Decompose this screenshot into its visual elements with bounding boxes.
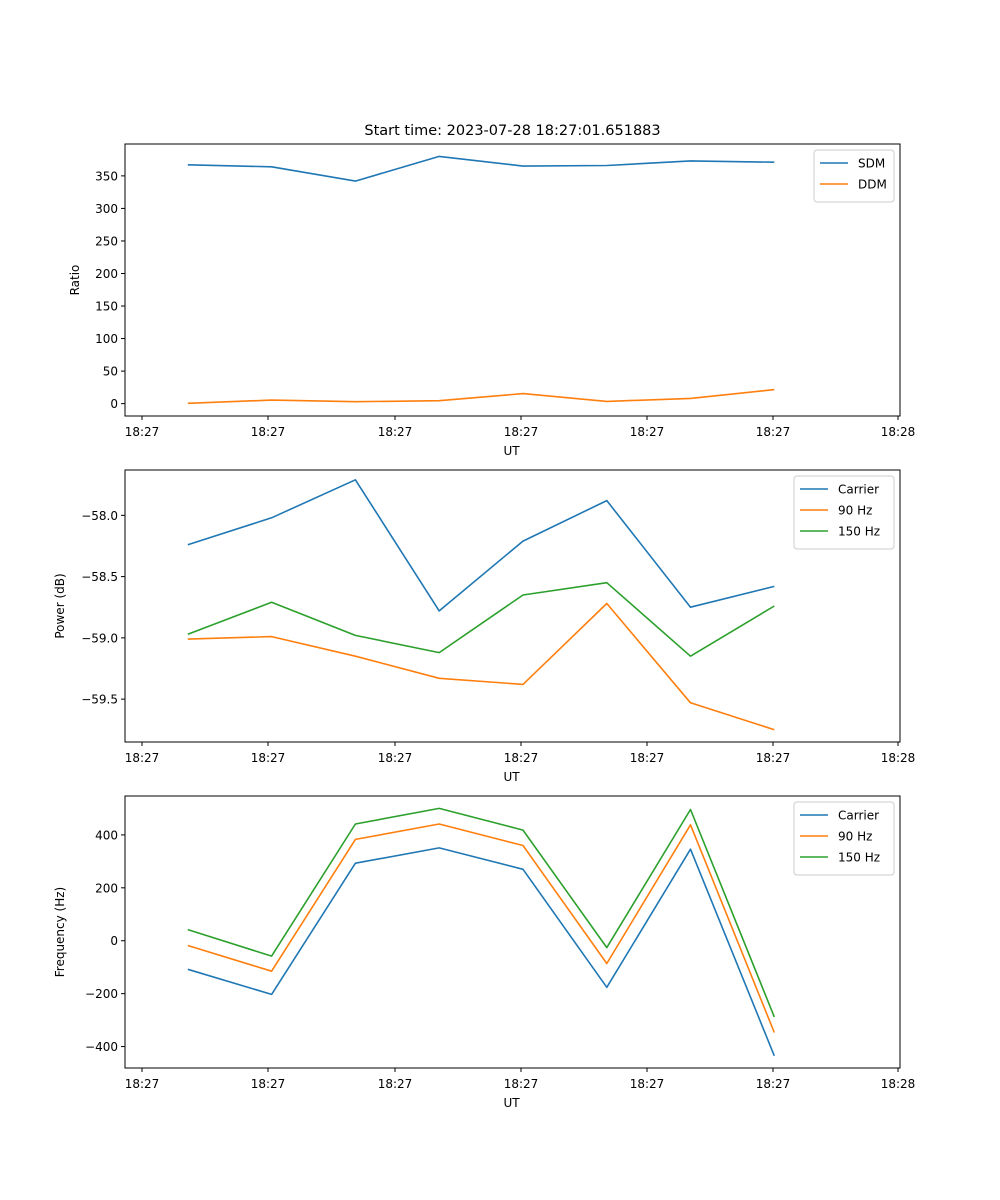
y-axis-label: Power (dB): [53, 573, 67, 638]
x-tick-label: 18:27: [504, 751, 539, 765]
y-tick-label: 300: [95, 202, 118, 216]
series-line-150-hz: [187, 581, 775, 658]
legend-label: 150 Hz: [838, 851, 880, 865]
y-axis-label: Ratio: [68, 265, 82, 296]
panel-2: 18:27 18:27 18:27 18:27 18:27 18:27 18:28 −59.5…: [53, 469, 916, 784]
y-tick-label: 200: [95, 267, 118, 281]
x-tick-label: 18:27: [756, 751, 791, 765]
axes-frame: [124, 469, 901, 743]
x-tick-label: 18:27: [251, 425, 286, 439]
y-axis-label: Frequency (Hz): [53, 887, 67, 978]
x-tick-label: 18:27: [251, 751, 286, 765]
x-tick-label: 18:27: [504, 425, 539, 439]
x-tick-label: 18:27: [504, 1077, 539, 1091]
y-tick-label: 250: [95, 234, 118, 248]
y-tick-label: 50: [103, 365, 118, 379]
y-tick-label: 100: [95, 332, 118, 346]
panel-1: 18:27 18:27 18:27 18:27 18:27 18:27 18:28 0 50 10…: [68, 143, 916, 458]
y-tick-label: −58.5: [81, 570, 118, 584]
x-tick-label: 18:27: [378, 751, 413, 765]
legend-label: 90 Hz: [838, 504, 872, 518]
panel-3: 18:27 18:27 18:27 18:27 18:27 18:27 18:28 −400 −…: [53, 795, 916, 1110]
x-tick-label: 18:27: [251, 1077, 286, 1091]
legend: SDM DDM: [813, 149, 895, 203]
y-tick-label: −59.0: [81, 631, 118, 645]
legend: Carrier 90 Hz 150 Hz: [793, 475, 895, 550]
x-tick-label: 18:27: [378, 425, 413, 439]
x-tick-label: 18:27: [630, 425, 665, 439]
legend-label: 150 Hz: [838, 525, 880, 539]
series-line-carrier: [187, 478, 775, 612]
x-axis-label: UT: [503, 1096, 520, 1110]
legend-label: SDM: [858, 157, 885, 171]
y-tick-label: 200: [95, 881, 118, 895]
y-tick-label: −58.0: [81, 509, 118, 523]
x-tick-label: 18:27: [125, 425, 160, 439]
x-tick-label: 18:27: [756, 1077, 791, 1091]
y-tick-label: 350: [95, 169, 118, 183]
y-tick-label: 400: [95, 828, 118, 842]
legend-label: Carrier: [838, 809, 879, 823]
x-tick-label: 18:27: [378, 1077, 413, 1091]
series-line-150-hz: [187, 807, 776, 1018]
x-axis-label: UT: [503, 770, 520, 784]
series-line-90-hz: [187, 602, 775, 731]
x-tick-label: 18:28: [881, 1077, 916, 1091]
legend-label: Carrier: [838, 483, 879, 497]
x-axis-label: UT: [503, 444, 520, 458]
legend: Carrier 90 Hz 150 Hz: [793, 801, 895, 876]
y-tick-label: −400: [85, 1040, 118, 1054]
series-line-sdm: [187, 155, 775, 182]
series-line-carrier: [187, 847, 776, 1057]
x-tick-label: 18:27: [125, 1077, 160, 1091]
y-tick-label: 0: [110, 934, 118, 948]
y-tick-label: −200: [85, 987, 118, 1001]
legend-label: DDM: [858, 178, 887, 192]
x-tick-label: 18:27: [756, 425, 791, 439]
x-tick-label: 18:27: [630, 1077, 665, 1091]
y-tick-label: 150: [95, 300, 118, 314]
y-tick-label: −59.5: [81, 693, 118, 707]
chart-title: Start time: 2023-07-28 18:27:01.651883: [364, 123, 660, 139]
axes-frame: [124, 143, 901, 417]
y-tick-label: 0: [110, 397, 118, 411]
x-tick-label: 18:28: [881, 425, 916, 439]
x-tick-label: 18:27: [630, 751, 665, 765]
series-line-ddm: [187, 388, 775, 405]
x-tick-label: 18:27: [125, 751, 160, 765]
series-line-90-hz: [187, 823, 776, 1033]
legend-label: 90 Hz: [838, 830, 872, 844]
x-tick-label: 18:28: [881, 751, 916, 765]
axes-frame: [124, 795, 901, 1069]
